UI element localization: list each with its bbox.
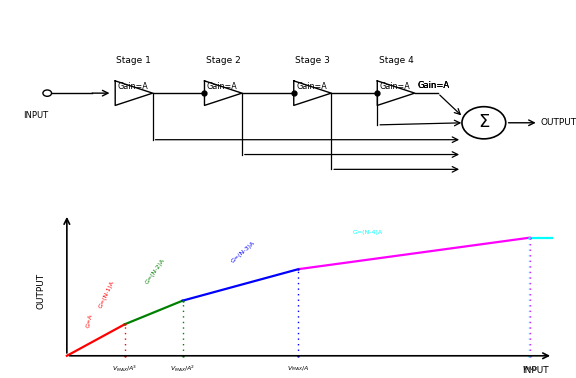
Text: Stage 1: Stage 1	[116, 56, 151, 65]
Text: Gain=A: Gain=A	[418, 81, 450, 90]
Text: $V_{MAX}/A^3$: $V_{MAX}/A^3$	[112, 364, 138, 374]
Text: G=A: G=A	[86, 313, 94, 328]
Text: Gain=A: Gain=A	[418, 81, 450, 90]
Text: Gain=A: Gain=A	[118, 82, 148, 91]
Text: INPUT: INPUT	[522, 366, 548, 375]
Text: Σ: Σ	[478, 113, 490, 131]
Text: OUTPUT: OUTPUT	[37, 273, 46, 309]
Text: OUTPUT: OUTPUT	[540, 118, 576, 127]
Text: Stage 3: Stage 3	[295, 56, 330, 65]
Text: Stage 4: Stage 4	[378, 56, 414, 65]
Text: G=(N-1)A: G=(N-1)A	[97, 280, 115, 309]
Text: INPUT: INPUT	[23, 111, 48, 120]
Text: $V_{MAX}$: $V_{MAX}$	[522, 364, 538, 373]
Text: Gain=A: Gain=A	[418, 81, 450, 90]
Text: $V_{MAX}/A^2$: $V_{MAX}/A^2$	[170, 364, 195, 374]
Text: Stage 2: Stage 2	[206, 56, 241, 65]
Text: Gain=A: Gain=A	[296, 82, 327, 91]
Text: Gain=A: Gain=A	[207, 82, 237, 91]
Text: $V_{MAX}/A$: $V_{MAX}/A$	[287, 364, 309, 373]
Text: G=(N-3)A: G=(N-3)A	[230, 240, 256, 264]
Text: G=(N-4)A: G=(N-4)A	[353, 231, 383, 235]
Text: G=(N-2)A: G=(N-2)A	[144, 257, 165, 285]
Text: Gain=A: Gain=A	[380, 82, 410, 91]
